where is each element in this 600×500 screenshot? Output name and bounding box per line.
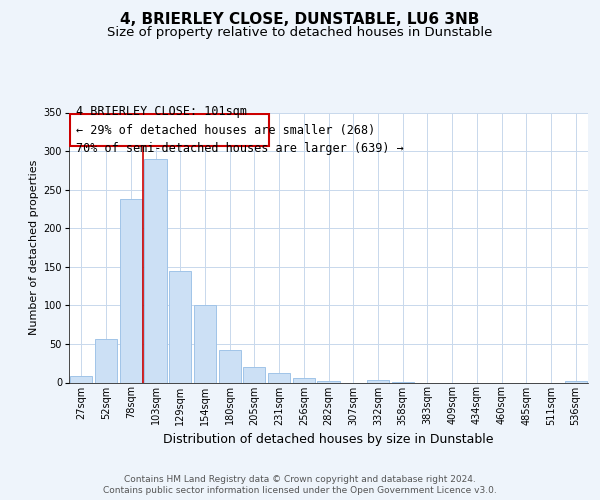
Bar — [70, 114, 269, 146]
Bar — [169, 270, 191, 382]
Text: 4, BRIERLEY CLOSE, DUNSTABLE, LU6 3NB: 4, BRIERLEY CLOSE, DUNSTABLE, LU6 3NB — [121, 12, 479, 28]
Bar — [243, 367, 265, 382]
Bar — [95, 338, 117, 382]
Bar — [194, 306, 216, 382]
Bar — [293, 378, 315, 382]
Text: Contains public sector information licensed under the Open Government Licence v3: Contains public sector information licen… — [103, 486, 497, 495]
Bar — [145, 159, 167, 382]
Bar — [317, 381, 340, 382]
Bar — [119, 199, 142, 382]
Text: Size of property relative to detached houses in Dunstable: Size of property relative to detached ho… — [107, 26, 493, 39]
X-axis label: Distribution of detached houses by size in Dunstable: Distribution of detached houses by size … — [163, 433, 494, 446]
Bar — [565, 381, 587, 382]
Bar — [218, 350, 241, 382]
Bar — [367, 380, 389, 382]
Text: Contains HM Land Registry data © Crown copyright and database right 2024.: Contains HM Land Registry data © Crown c… — [124, 475, 476, 484]
Bar — [70, 376, 92, 382]
Bar — [268, 373, 290, 382]
Y-axis label: Number of detached properties: Number of detached properties — [29, 160, 39, 335]
Text: 4 BRIERLEY CLOSE: 101sqm
← 29% of detached houses are smaller (268)
70% of semi-: 4 BRIERLEY CLOSE: 101sqm ← 29% of detach… — [76, 105, 404, 155]
